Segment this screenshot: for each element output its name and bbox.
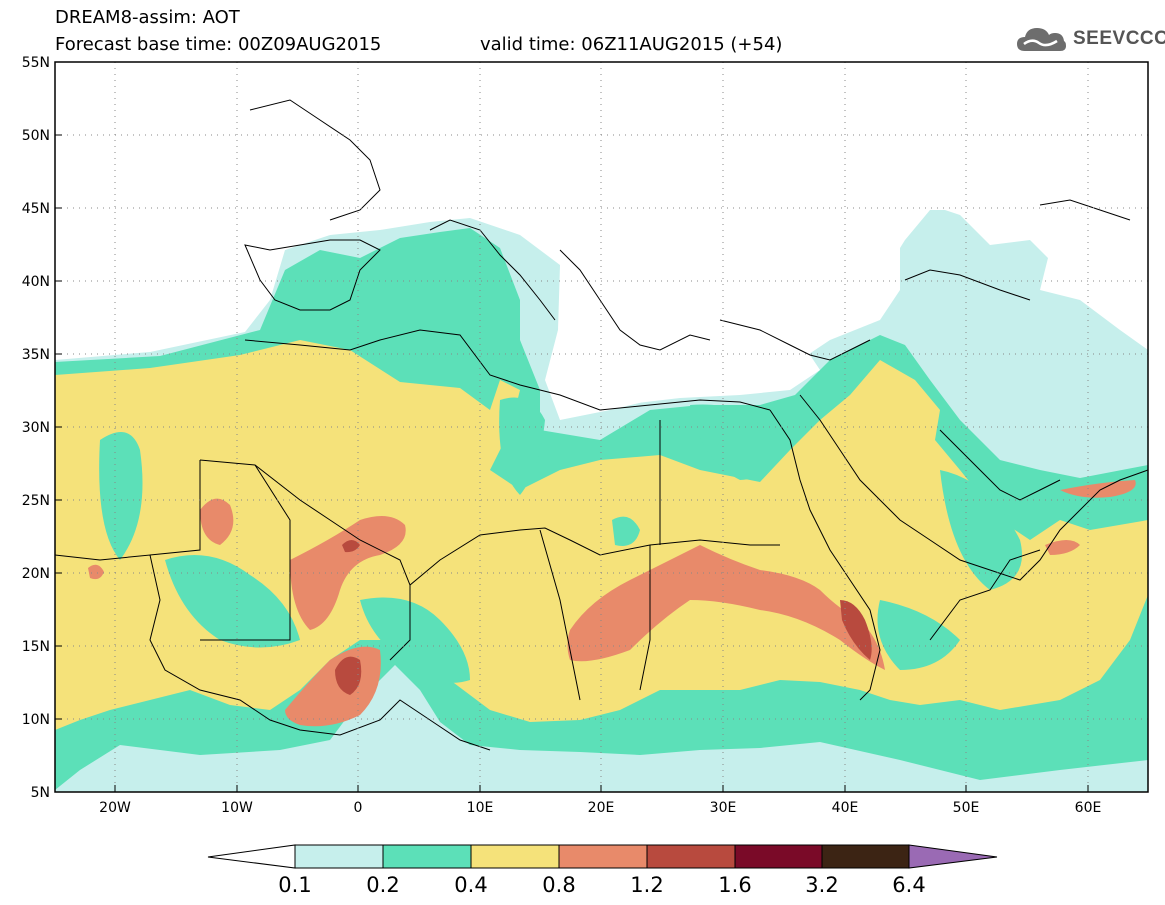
lon-label: 30E	[710, 800, 737, 816]
cloud-icon	[1017, 28, 1066, 51]
colorbar-low-arrow	[207, 844, 296, 869]
aot-patch-green-6	[940, 470, 1022, 590]
aot-patch-green-5	[690, 404, 770, 480]
colorbar-swatch	[294, 844, 384, 869]
aot-contour-0.4	[55, 340, 1148, 730]
colorbar-label: 0.1	[278, 873, 311, 897]
lon-label: 50E	[953, 800, 980, 816]
europe-cutout	[55, 62, 1148, 358]
map-title: DREAM8-assim: AOT	[55, 7, 240, 28]
lon-label: 60E	[1075, 800, 1102, 816]
lat-label: 45N	[22, 201, 50, 217]
colorbar-labels: 0.1 0.2 0.4 0.8 1.2 1.6 3.2 6.4	[278, 873, 925, 897]
lat-label: 50N	[22, 128, 50, 144]
coastlines	[55, 99, 1148, 751]
forecast-base-time: Forecast base time: 00Z09AUG2015	[55, 34, 382, 55]
lat-label: 55N	[22, 55, 50, 71]
colorbar-label: 6.4	[892, 873, 925, 897]
aot-contour-0.8-gulf	[1060, 480, 1136, 498]
aot-patch-green-3	[360, 597, 470, 683]
aot-contour-1.2-burkina	[335, 656, 362, 695]
lon-labels: 20W 10W 0 10E 20E 30E 40E 50E 60E	[99, 800, 1101, 816]
colorbar-swatch	[470, 844, 560, 869]
colorbar-label: 0.4	[454, 873, 487, 897]
lon-label: 40E	[832, 800, 859, 816]
colorbar-label: 3.2	[805, 873, 838, 897]
colorbar-swatch	[646, 844, 736, 869]
colorbar-label: 0.8	[542, 873, 575, 897]
lat-label: 30N	[22, 420, 50, 436]
aot-contour-0.8-sudan	[567, 545, 885, 670]
lon-label: 20E	[588, 800, 615, 816]
lat-labels: 55N 50N 45N 40N 35N 30N 25N 20N 15N 10N …	[22, 55, 50, 801]
colorbar-swatch	[734, 844, 823, 869]
lat-label: 35N	[22, 347, 50, 363]
lon-label: 0	[354, 800, 363, 816]
lat-label: 15N	[22, 639, 50, 655]
mediterranean-cutout	[560, 300, 820, 410]
aot-patch-green-1	[99, 432, 143, 560]
aot-patch-green-8	[612, 516, 640, 546]
aot-contour-0.8-senegal	[88, 564, 104, 580]
aot-patch-green-4	[499, 397, 545, 495]
aot-contour-0.8-mali	[290, 516, 406, 630]
lon-label: 20W	[99, 800, 131, 816]
aot-contour-0.8-oman	[1045, 540, 1080, 555]
aot-contour-1.2-eritrea	[840, 600, 872, 660]
aot-contour-0.8-west	[200, 498, 234, 545]
gridlines	[55, 62, 1148, 792]
lat-label: 20N	[22, 566, 50, 582]
colorbar-label: 1.2	[630, 873, 663, 897]
colorbar-high-arrow	[908, 844, 998, 869]
aot-patch-green-7	[877, 600, 960, 670]
lat-label: 5N	[31, 785, 50, 801]
valid-time: valid time: 06Z11AUG2015 (+54)	[480, 34, 783, 55]
logo-text: SEEVCCC	[1073, 28, 1165, 49]
seevccc-logo: SEEVCCC	[1015, 22, 1165, 56]
colorbar-label: 0.2	[366, 873, 399, 897]
aot-patch-green-2	[165, 555, 300, 648]
lon-label: 10E	[467, 800, 494, 816]
colorbar-swatch	[558, 844, 648, 869]
colorbar-swatch	[382, 844, 472, 869]
lat-label: 40N	[22, 274, 50, 290]
map-field	[55, 62, 1148, 792]
tick-marks	[55, 61, 1089, 793]
lat-label: 25N	[22, 493, 50, 509]
aot-contour-1.2-mali	[342, 540, 360, 553]
colorbar	[207, 844, 998, 869]
lat-label: 10N	[22, 712, 50, 728]
colorbar-swatch	[821, 844, 910, 869]
colorbar-label: 1.6	[718, 873, 751, 897]
lon-label: 10W	[221, 800, 253, 816]
